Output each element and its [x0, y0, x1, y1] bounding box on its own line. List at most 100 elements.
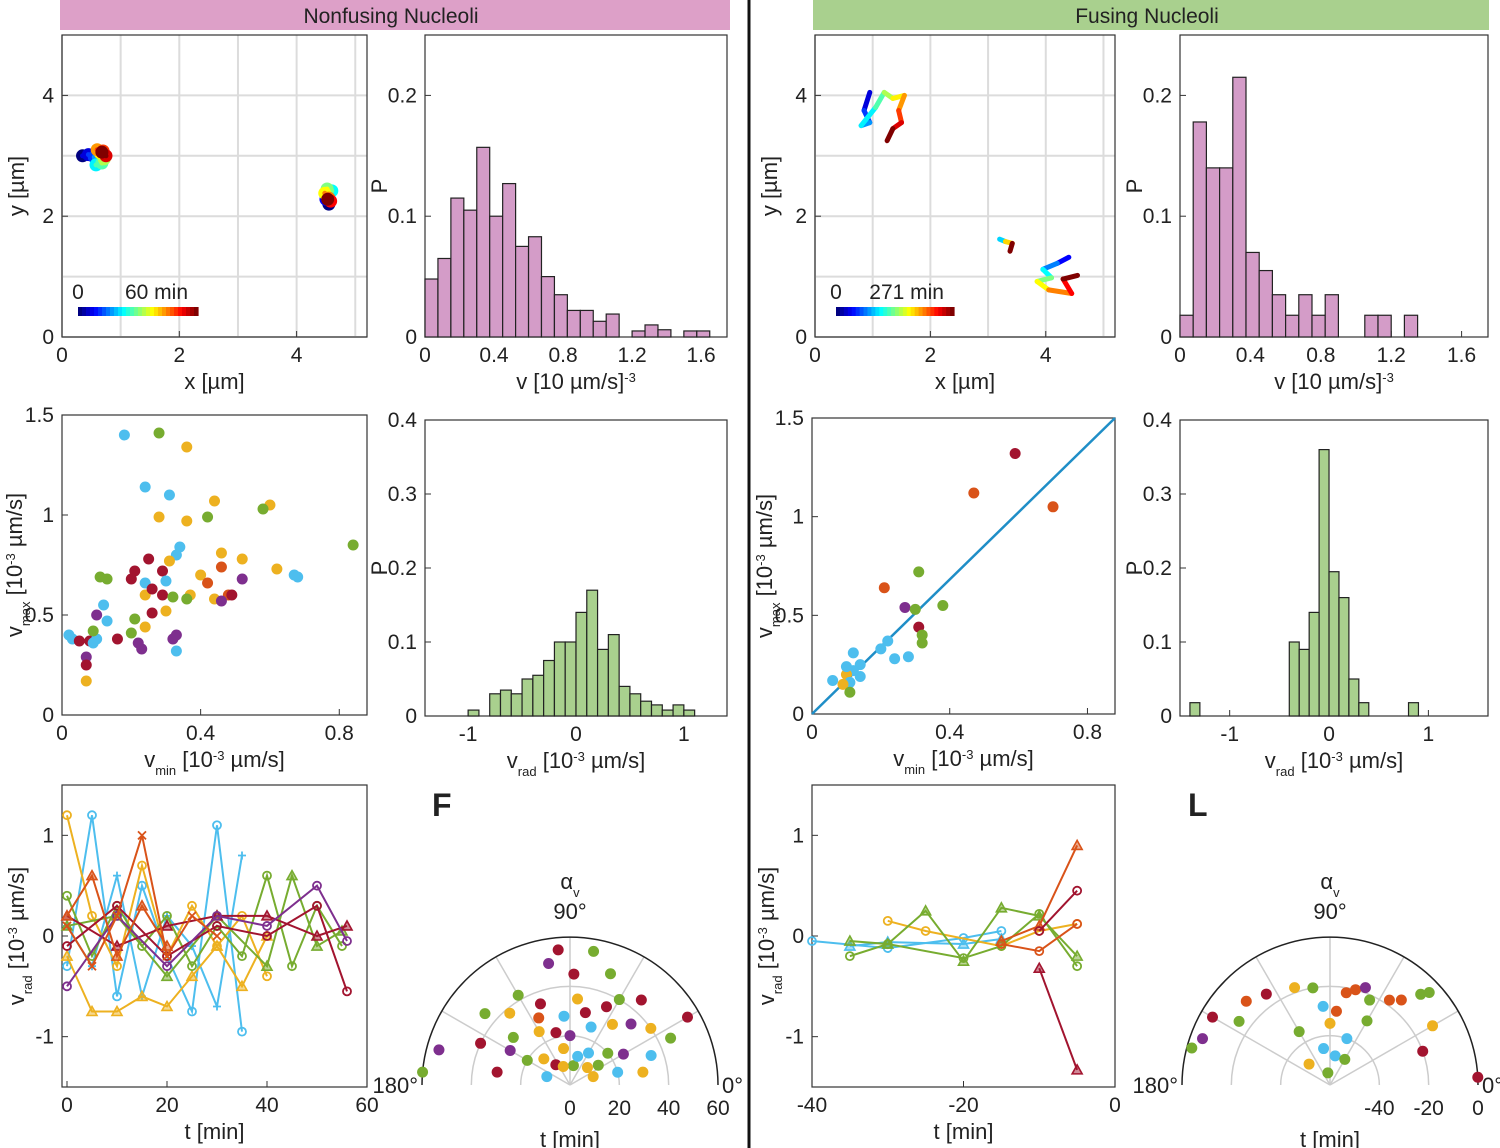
marker-circle: [1072, 961, 1083, 972]
y-tick-label: 0: [405, 326, 417, 349]
marker-x: [87, 961, 97, 971]
data-point: [592, 1059, 604, 1071]
colorbar-segment: [170, 307, 175, 316]
polar-90-label: 90°: [553, 899, 586, 924]
colorbar-segment: [102, 307, 107, 316]
histogram-bar: [476, 146, 491, 338]
polar-r-tick-label: -20: [1413, 1097, 1443, 1120]
x-tick-label: 0.4: [1236, 344, 1266, 367]
x-axis-label-K-main: t [min]: [934, 1119, 994, 1144]
marker-circle: [882, 939, 893, 949]
plot-area-C: [62, 415, 367, 715]
marker-triangle: [160, 919, 174, 931]
colorbar-segment: [118, 307, 123, 316]
data-point: [837, 678, 849, 690]
data-point: [1359, 982, 1371, 994]
data-point: [98, 599, 110, 611]
y-axis-label-J-main: P: [1122, 561, 1147, 576]
data-point: [170, 645, 182, 657]
colorbar-segment: [166, 307, 171, 316]
histogram-bar: [631, 330, 646, 338]
y-axis-label-G: y [µm]: [757, 156, 782, 216]
data-point: [1047, 501, 1059, 513]
polar-spoke: [1255, 956, 1331, 1086]
data-point: [1417, 1045, 1429, 1057]
data-point: [604, 968, 616, 980]
colorbar-segment: [926, 307, 931, 316]
y-tick-label: 1: [792, 824, 804, 847]
histogram-bar: [1377, 314, 1392, 338]
data-point: [606, 1018, 618, 1030]
y-tick-label: 0.1: [388, 631, 417, 654]
panel-letter-F: F: [432, 787, 452, 823]
x-axis-label-H: v [10 µm/s]-3: [1274, 369, 1394, 394]
data-point: [101, 573, 113, 585]
polar-angle-label: αv: [1320, 869, 1340, 900]
colorbar-segment: [847, 307, 853, 316]
x-tick-label: 0: [809, 344, 821, 367]
y-axis-label-H-main: P: [1122, 179, 1147, 194]
colorbar-segment: [178, 307, 183, 316]
y-axis-label-A: y [µm]: [4, 156, 29, 216]
data-point: [1415, 988, 1427, 1000]
data-point: [1364, 994, 1376, 1006]
histogram-bar: [696, 330, 711, 338]
x-tick-label: 40: [255, 1094, 278, 1117]
x-tick-label: -20: [948, 1094, 978, 1117]
y-tick-label: 0.2: [1143, 557, 1172, 580]
y-axis-label-C_tail: [10: [2, 565, 27, 602]
track-segment: [1046, 287, 1075, 297]
data-point: [558, 1043, 570, 1055]
data-point: [491, 1066, 503, 1078]
data-point: [1293, 1026, 1305, 1038]
data-point: [507, 1031, 519, 1043]
histogram-bar: [650, 704, 663, 717]
marker-circle: [112, 961, 122, 972]
x-tick-label: 0.8: [325, 722, 354, 745]
data-point: [645, 1022, 657, 1034]
data-point: [579, 1007, 591, 1019]
data-point: [568, 968, 580, 980]
polar-axis-label: t [min]: [1300, 1127, 1360, 1148]
y-tick-label: 0.3: [1143, 483, 1172, 506]
x-axis-label-D-main: v: [507, 748, 518, 773]
data-point: [163, 555, 175, 567]
data-point: [854, 671, 866, 683]
data-point: [882, 635, 894, 647]
x-tick-label: 0.4: [935, 721, 965, 744]
data-point: [80, 659, 92, 671]
y-axis-label-A-main: y [µm]: [4, 156, 29, 216]
data-point: [612, 1066, 624, 1078]
colorbar-segment: [942, 307, 947, 316]
y-tick-label: -1: [35, 1026, 54, 1049]
colorbar-segment: [154, 307, 159, 316]
y-axis-label-J: P: [1122, 561, 1147, 576]
marker-circle: [807, 936, 817, 946]
colorbar-segment: [114, 307, 119, 316]
x-tick-label: 0: [1323, 723, 1335, 746]
series-line: [1001, 923, 1078, 953]
marker-triangle: [1032, 961, 1046, 974]
data-point: [1339, 1053, 1351, 1065]
data-point: [479, 1008, 491, 1020]
colorbar-segment: [934, 307, 939, 316]
data-point: [567, 1060, 579, 1072]
marker-triangle: [843, 934, 857, 946]
marker-circle: [1072, 919, 1083, 929]
colorbar-segment: [110, 307, 115, 316]
data-point: [1340, 987, 1352, 999]
x-axis-label-I_sup: -3: [962, 747, 974, 762]
histogram-bar: [640, 700, 653, 717]
data-point: [157, 589, 169, 601]
banner-right: [813, 0, 1489, 30]
panel-letter-L: L: [1188, 787, 1208, 823]
marker-triangle: [135, 899, 149, 911]
histogram-bar: [1348, 678, 1360, 717]
histogram-bar: [683, 709, 696, 717]
plot-A: 0 2 4 0 2 4 x [µm] y [µm] 0 60 min: [4, 34, 368, 394]
y-tick-label: 0: [42, 326, 54, 349]
data-point: [153, 511, 165, 523]
y-tick-label: 0.2: [1143, 84, 1172, 107]
polar-angle-symbol: α: [1320, 869, 1333, 894]
x-axis-label-H_sup: -3: [1382, 370, 1394, 385]
